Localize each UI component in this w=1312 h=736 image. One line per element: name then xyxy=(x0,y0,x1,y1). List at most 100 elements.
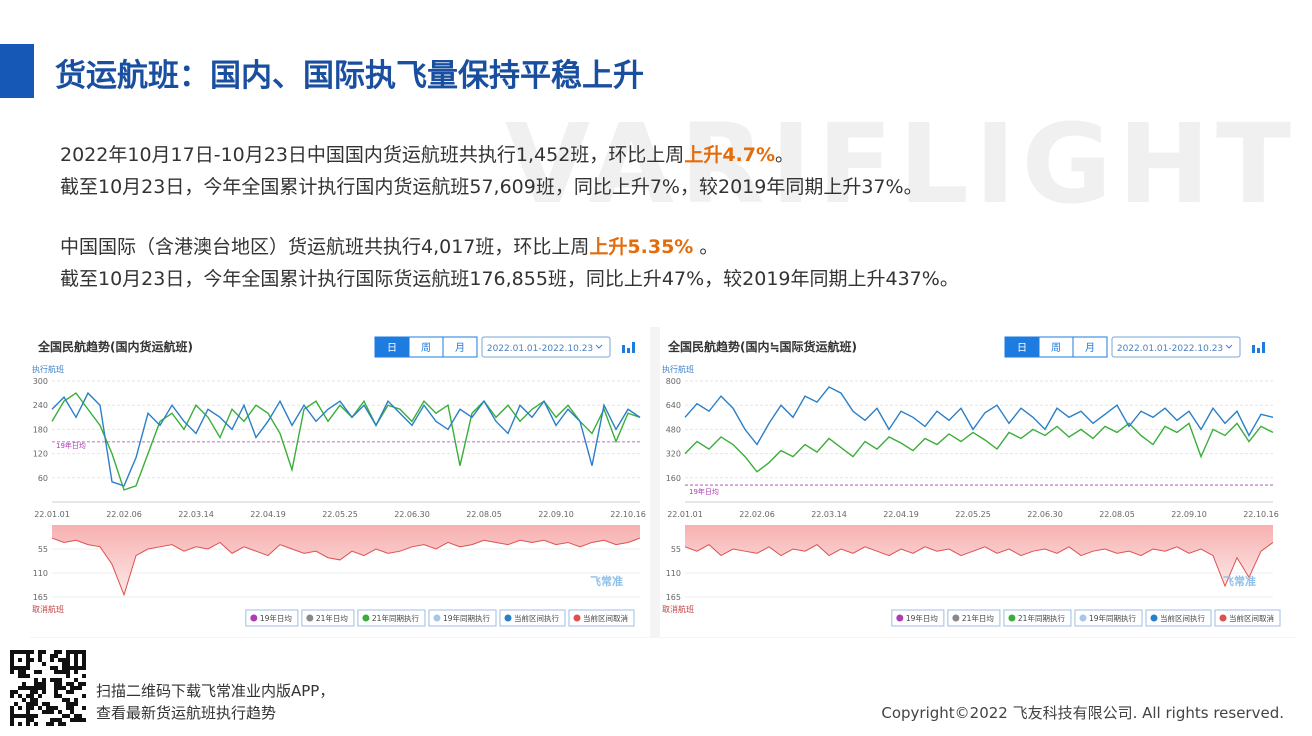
legend-item[interactable] xyxy=(301,609,355,627)
qr-cell xyxy=(58,678,62,682)
legend-item[interactable] xyxy=(1074,609,1143,627)
date-range[interactable] xyxy=(481,336,611,358)
qr-line: 查看最新货运航班执行趋势 xyxy=(96,704,277,722)
reference-label: 19年日均 xyxy=(689,487,719,496)
legend-item[interactable] xyxy=(1214,609,1281,627)
qr-cell xyxy=(62,666,66,670)
lower-tick-label: 55 xyxy=(671,545,681,554)
qr-cell xyxy=(46,710,50,714)
qr-cell xyxy=(62,662,66,666)
chart: 全国民航趋势(国内货运航班) 日 周 月 2022.01.01-2022.10.23 执行… xyxy=(30,327,650,637)
y-axis-label: 执行航班 xyxy=(32,364,64,374)
qr-cell xyxy=(30,686,34,690)
qr-cell xyxy=(10,666,14,670)
legend-label: 19年同期执行 xyxy=(1089,613,1137,623)
legend-item[interactable] xyxy=(245,609,299,627)
qr-cell xyxy=(42,650,46,654)
chart-icon[interactable] xyxy=(1262,342,1265,353)
qr-cell xyxy=(82,650,86,654)
qr-cell xyxy=(54,678,58,682)
period-button-label[interactable]: 日 xyxy=(387,343,397,354)
y-tick-label: 240 xyxy=(33,401,48,410)
legend-dot xyxy=(896,614,904,622)
cancel-line xyxy=(51,537,641,597)
x-tick-label: 22.02.06 xyxy=(739,510,775,519)
qr-cell xyxy=(38,670,42,674)
legend-label: 19年日均 xyxy=(260,613,292,623)
legend-item[interactable] xyxy=(1003,609,1072,627)
qr-cell xyxy=(74,658,78,662)
qr-cell xyxy=(26,666,30,670)
watermark: 飞常准 xyxy=(1223,574,1256,588)
qr-cell xyxy=(14,650,18,654)
legend-label: 当前区间取消 xyxy=(1229,613,1274,623)
qr-cell xyxy=(42,690,46,694)
chart-icon[interactable] xyxy=(1252,345,1255,353)
text: 截至10月23日，今年全国累计执行国际货运航班176,855班，同比上升47%，… xyxy=(60,268,959,290)
period-button-label[interactable]: 月 xyxy=(1085,342,1095,354)
y-tick-label: 60 xyxy=(38,474,48,483)
qr-cell xyxy=(18,666,22,670)
period-button-label[interactable]: 周 xyxy=(421,342,431,354)
legend-dot xyxy=(1008,614,1016,622)
qr-cell xyxy=(50,710,54,714)
date-range-label[interactable]: 2022.01.01-2022.10.23 xyxy=(1117,344,1223,354)
qr-cell xyxy=(10,662,14,666)
legend-item[interactable] xyxy=(891,609,945,627)
qr-cell xyxy=(34,686,38,690)
qr-cell xyxy=(82,654,86,658)
period-button-label[interactable]: 日 xyxy=(1017,343,1027,354)
legend-dot xyxy=(1150,614,1158,622)
chart-icon[interactable] xyxy=(632,342,635,353)
qr-code xyxy=(10,650,86,726)
date-range[interactable] xyxy=(1111,336,1241,358)
cancel-area xyxy=(52,525,640,595)
series-line xyxy=(51,392,641,491)
date-range-label[interactable]: 2022.01.01-2022.10.23 xyxy=(487,344,593,354)
x-tick-label: 22.09.10 xyxy=(538,510,574,519)
lower-axis-label: 取消航班 xyxy=(662,604,694,614)
period-button-label[interactable]: 月 xyxy=(455,342,465,354)
qr-cell xyxy=(54,706,58,710)
qr-cell xyxy=(66,682,70,686)
legend-item[interactable] xyxy=(499,609,566,627)
qr-cell xyxy=(22,666,26,670)
qr-cell xyxy=(54,670,58,674)
period-button-label[interactable]: 周 xyxy=(1051,342,1061,354)
legend-dot xyxy=(306,614,314,622)
qr-cell xyxy=(66,662,70,666)
paragraph: 截至10月23日，今年全国累计执行国内货运航班57,609班，同比上升7%，较2… xyxy=(60,172,923,199)
qr-cell xyxy=(74,670,78,674)
qr-cell xyxy=(70,710,74,714)
qr-cell xyxy=(66,698,70,702)
chart-icon[interactable] xyxy=(622,345,625,353)
qr-cell xyxy=(26,686,30,690)
qr-cell xyxy=(82,658,86,662)
period-button[interactable] xyxy=(1072,336,1108,358)
copyright: Copyright©2022 飞友科技有限公司. All rights rese… xyxy=(881,704,1284,722)
qr-cell xyxy=(42,682,46,686)
legend-dot xyxy=(573,614,581,622)
legend-item[interactable] xyxy=(1145,609,1212,627)
legend-item[interactable] xyxy=(357,609,426,627)
x-tick-label: 22.09.10 xyxy=(1171,510,1207,519)
qr-cell xyxy=(30,702,34,706)
legend-item[interactable] xyxy=(428,609,497,627)
legend-item[interactable] xyxy=(947,609,1001,627)
qr-cell xyxy=(30,706,34,710)
qr-cell xyxy=(22,698,26,702)
cancel-area xyxy=(685,525,1273,587)
chart-icon[interactable] xyxy=(627,348,630,353)
legend-label: 21年日均 xyxy=(316,613,348,623)
chart-icon[interactable] xyxy=(1257,348,1260,353)
title-bar xyxy=(0,44,34,98)
legend-item[interactable] xyxy=(568,609,635,627)
qr-cell xyxy=(10,658,14,662)
legend-dot xyxy=(1219,614,1227,622)
qr-cell xyxy=(42,686,46,690)
qr-cell xyxy=(74,654,78,658)
qr-cell xyxy=(58,658,62,662)
qr-cell xyxy=(50,666,54,670)
period-button[interactable] xyxy=(442,336,478,358)
